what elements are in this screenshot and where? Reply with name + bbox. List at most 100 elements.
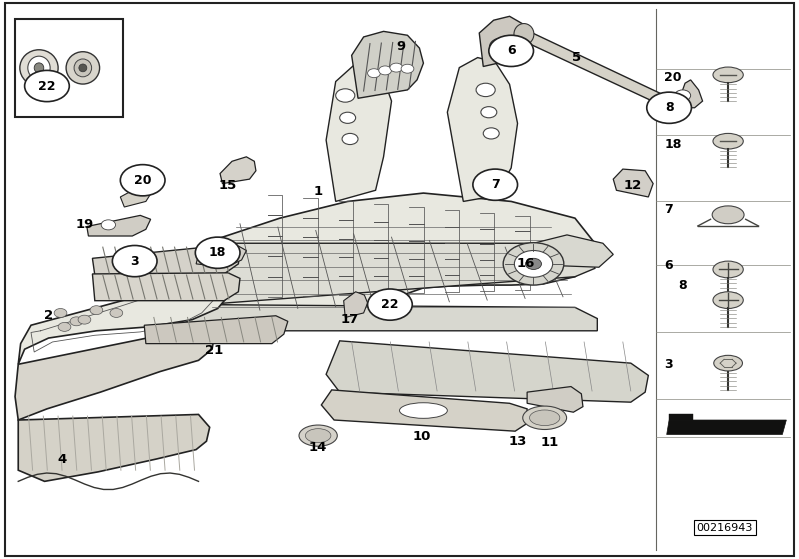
Text: 19: 19 — [75, 219, 93, 231]
Ellipse shape — [713, 134, 743, 149]
Ellipse shape — [66, 52, 100, 84]
Text: 13: 13 — [508, 435, 527, 448]
Polygon shape — [666, 420, 786, 434]
Circle shape — [90, 306, 103, 315]
Text: 7: 7 — [491, 178, 499, 191]
Text: 21: 21 — [205, 344, 224, 357]
Ellipse shape — [514, 23, 534, 45]
Ellipse shape — [713, 261, 743, 278]
Text: 22: 22 — [38, 79, 56, 92]
Circle shape — [342, 134, 358, 145]
Text: 17: 17 — [341, 313, 360, 326]
Circle shape — [490, 38, 514, 55]
Circle shape — [473, 169, 518, 200]
Text: 14: 14 — [309, 442, 328, 454]
Text: 15: 15 — [219, 179, 237, 192]
Text: 12: 12 — [623, 179, 642, 192]
Circle shape — [515, 250, 553, 277]
Polygon shape — [18, 281, 230, 364]
Text: 7: 7 — [664, 203, 673, 216]
Circle shape — [390, 63, 403, 72]
Polygon shape — [196, 246, 246, 267]
Polygon shape — [344, 292, 368, 318]
Circle shape — [110, 309, 123, 318]
Circle shape — [195, 237, 240, 268]
Circle shape — [368, 289, 412, 320]
Polygon shape — [121, 186, 153, 207]
Polygon shape — [658, 80, 702, 108]
Circle shape — [113, 245, 157, 277]
Polygon shape — [511, 235, 614, 267]
Text: 6: 6 — [507, 44, 515, 58]
Ellipse shape — [523, 406, 566, 429]
Text: 1: 1 — [313, 185, 323, 198]
Text: 4: 4 — [58, 453, 67, 466]
Circle shape — [58, 323, 71, 331]
Ellipse shape — [28, 56, 50, 79]
FancyBboxPatch shape — [5, 3, 794, 556]
Polygon shape — [93, 273, 240, 301]
Polygon shape — [184, 193, 595, 313]
Ellipse shape — [305, 429, 331, 443]
Ellipse shape — [658, 93, 676, 111]
Ellipse shape — [714, 356, 742, 371]
Polygon shape — [669, 414, 693, 420]
Circle shape — [340, 112, 356, 124]
Text: 18: 18 — [664, 138, 682, 150]
Text: 20: 20 — [134, 174, 152, 187]
Circle shape — [70, 317, 83, 326]
Polygon shape — [326, 56, 392, 201]
Ellipse shape — [713, 292, 743, 309]
Text: 5: 5 — [572, 51, 581, 64]
Text: 22: 22 — [381, 298, 399, 311]
Circle shape — [121, 165, 165, 196]
Text: 10: 10 — [412, 430, 431, 443]
Polygon shape — [87, 215, 151, 236]
Circle shape — [674, 90, 690, 101]
Polygon shape — [182, 305, 598, 331]
Ellipse shape — [79, 64, 87, 72]
Text: 8: 8 — [665, 101, 674, 114]
Polygon shape — [15, 327, 214, 420]
Ellipse shape — [400, 402, 447, 418]
Circle shape — [476, 83, 495, 97]
Polygon shape — [479, 16, 527, 67]
Polygon shape — [321, 390, 527, 431]
Text: 6: 6 — [664, 259, 673, 272]
Circle shape — [101, 220, 116, 230]
Text: 00216943: 00216943 — [697, 523, 753, 533]
Text: 11: 11 — [540, 436, 559, 449]
Circle shape — [646, 92, 691, 124]
Ellipse shape — [74, 59, 92, 77]
Circle shape — [401, 64, 414, 73]
Polygon shape — [18, 414, 209, 481]
Polygon shape — [614, 169, 653, 197]
Circle shape — [54, 309, 67, 318]
Circle shape — [25, 70, 70, 102]
Circle shape — [489, 35, 534, 67]
Text: 16: 16 — [516, 257, 535, 271]
Ellipse shape — [299, 425, 337, 446]
Polygon shape — [220, 157, 256, 183]
Circle shape — [336, 89, 355, 102]
Text: 3: 3 — [664, 358, 673, 371]
Circle shape — [379, 66, 392, 75]
Circle shape — [503, 243, 564, 285]
Polygon shape — [527, 387, 583, 412]
FancyBboxPatch shape — [15, 19, 123, 117]
Polygon shape — [352, 31, 423, 98]
Circle shape — [526, 258, 542, 269]
Text: 3: 3 — [130, 254, 139, 268]
Ellipse shape — [530, 410, 560, 425]
Circle shape — [78, 315, 91, 324]
Polygon shape — [145, 316, 288, 344]
Circle shape — [368, 69, 380, 78]
Ellipse shape — [34, 63, 44, 73]
Text: 20: 20 — [664, 71, 682, 84]
Polygon shape — [93, 245, 240, 275]
Circle shape — [483, 128, 499, 139]
Polygon shape — [521, 30, 670, 108]
Polygon shape — [326, 341, 648, 402]
Text: 9: 9 — [396, 40, 406, 53]
Circle shape — [481, 107, 497, 118]
